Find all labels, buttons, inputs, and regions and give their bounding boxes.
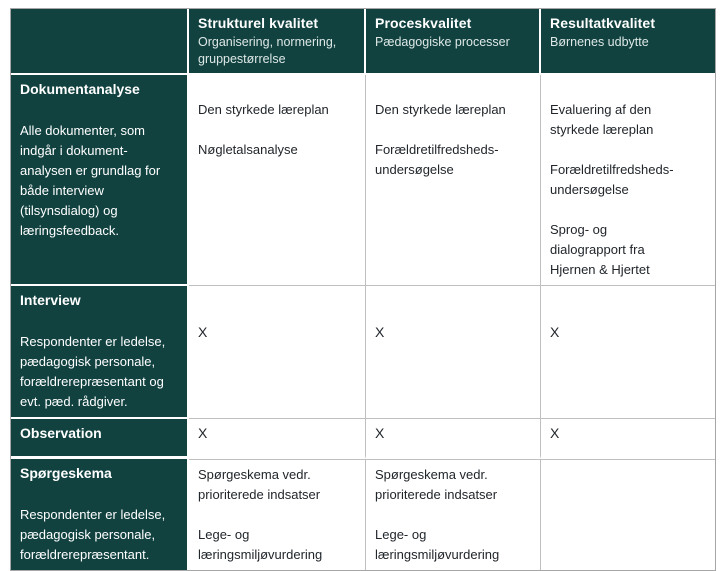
row-dokumentanalyse: Dokumentanalyse Alle dokumenter, som ind… bbox=[11, 75, 715, 286]
column-title: Resultatkvalitet bbox=[550, 15, 656, 31]
cell-observation-strukturel: X bbox=[189, 419, 366, 459]
quality-matrix-table: Strukturel kvalitet Organisering, normer… bbox=[11, 9, 715, 570]
cell-dokumentanalyse-proces: Den styrkede læreplan Forældretilfredshe… bbox=[366, 75, 541, 286]
column-header-proceskvalitet: Proceskvalitet Pædagogiske processer bbox=[366, 9, 541, 75]
cell-sporgeskema-proces: Spørgeskema vedr. prioriterede indsatser… bbox=[366, 459, 541, 570]
cell-dokumentanalyse-resultat: Evaluering af den styrkede læreplan Foræ… bbox=[541, 75, 715, 286]
row-sporgeskema: Spørgeskema Respondenter er ledelse, pæd… bbox=[11, 459, 715, 570]
column-subtitle: Organisering, normering, gruppestørrelse bbox=[198, 35, 337, 66]
cell-interview-proces: X bbox=[366, 286, 541, 419]
cell-dokumentanalyse-strukturel: Den styrkede læreplan Nøgletalsanalyse bbox=[189, 75, 366, 286]
cell-observation-proces: X bbox=[366, 419, 541, 459]
column-title: Strukturel kvalitet bbox=[198, 15, 319, 31]
cell-interview-strukturel: X bbox=[189, 286, 366, 419]
row-title: Spørgeskema bbox=[20, 465, 112, 481]
header-row: Strukturel kvalitet Organisering, normer… bbox=[11, 9, 715, 75]
column-title: Proceskvalitet bbox=[375, 15, 472, 31]
row-title: Interview bbox=[20, 292, 81, 308]
row-header-sporgeskema: Spørgeskema Respondenter er ledelse, pæd… bbox=[11, 459, 189, 570]
row-description: Respondenter er ledelse, pædagogisk pers… bbox=[20, 507, 166, 562]
table-frame: Strukturel kvalitet Organisering, normer… bbox=[10, 8, 716, 571]
row-header-observation: Observation bbox=[11, 419, 189, 459]
row-title: Observation bbox=[20, 425, 102, 441]
cell-interview-resultat: X bbox=[541, 286, 715, 419]
row-observation: Observation X X X bbox=[11, 419, 715, 459]
cell-sporgeskema-resultat bbox=[541, 459, 715, 570]
row-header-interview: Interview Respondenter er ledelse, pædag… bbox=[11, 286, 189, 419]
column-subtitle: Børnenes udbytte bbox=[550, 35, 649, 49]
row-header-dokumentanalyse: Dokumentanalyse Alle dokumenter, som ind… bbox=[11, 75, 189, 286]
row-description: Alle dokumenter, som indgår i dokument- … bbox=[20, 123, 161, 238]
row-description: Respondenter er ledelse, pædagogisk pers… bbox=[20, 334, 166, 409]
row-interview: Interview Respondenter er ledelse, pædag… bbox=[11, 286, 715, 419]
row-title: Dokumentanalyse bbox=[20, 81, 140, 97]
column-header-strukturel-kvalitet: Strukturel kvalitet Organisering, normer… bbox=[189, 9, 366, 75]
page: Strukturel kvalitet Organisering, normer… bbox=[10, 8, 716, 571]
cell-observation-resultat: X bbox=[541, 419, 715, 459]
cell-sporgeskema-strukturel: Spørgeskema vedr. prioriterede indsatser… bbox=[189, 459, 366, 570]
column-subtitle: Pædagogiske processer bbox=[375, 35, 510, 49]
corner-cell bbox=[11, 9, 189, 75]
column-header-resultatkvalitet: Resultatkvalitet Børnenes udbytte bbox=[541, 9, 715, 75]
